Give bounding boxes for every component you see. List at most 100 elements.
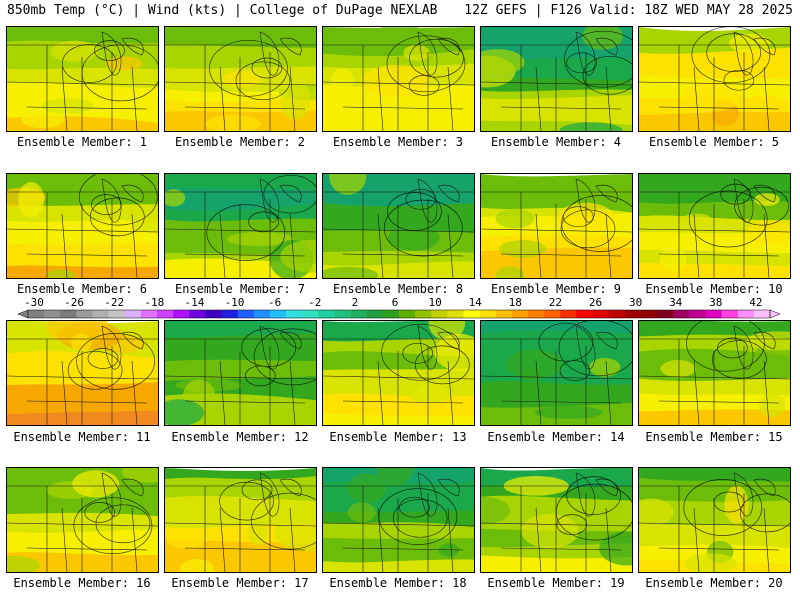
colorbar-tick-label: 30 bbox=[629, 296, 642, 309]
ensemble-map bbox=[481, 174, 632, 278]
colorbar-segment bbox=[60, 310, 77, 318]
colorbar-segment bbox=[350, 310, 368, 318]
colorbar-tick-label: 42 bbox=[749, 296, 762, 309]
ensemble-member-label: Ensemble Member: 5 bbox=[648, 135, 780, 149]
colorbar-segment bbox=[657, 310, 674, 318]
colorbar-tick-label: -18 bbox=[144, 296, 164, 309]
ensemble-panel bbox=[322, 320, 475, 426]
colorbar-segment bbox=[334, 310, 351, 318]
colorbar-tick-label: -6 bbox=[268, 296, 281, 309]
colorbar-tick-label: 14 bbox=[469, 296, 483, 309]
colorbar-segment bbox=[189, 310, 206, 318]
ensemble-member-label: Ensemble Member: 3 bbox=[332, 135, 464, 149]
colorbar-tick-label: 6 bbox=[392, 296, 399, 309]
colorbar-segment bbox=[576, 310, 593, 318]
ensemble-member-label: Ensemble Member: 2 bbox=[174, 135, 306, 149]
colorbar-segment bbox=[124, 310, 142, 318]
ensemble-member-label: Ensemble Member: 12 bbox=[171, 430, 309, 444]
colorbar-segment bbox=[737, 310, 755, 318]
colorbar-segment bbox=[624, 310, 642, 318]
colorbar-tick-label: -2 bbox=[308, 296, 321, 309]
colorbar-segment bbox=[205, 310, 222, 318]
ensemble-panel bbox=[6, 173, 159, 279]
ensemble-panel bbox=[638, 26, 791, 132]
colorbar-segment bbox=[479, 310, 497, 318]
ensemble-map bbox=[639, 174, 790, 278]
colorbar-segment bbox=[76, 310, 93, 318]
ensemble-map bbox=[639, 321, 790, 425]
ensemble-map bbox=[323, 174, 474, 278]
ensemble-panel bbox=[322, 26, 475, 132]
ensemble-map bbox=[7, 321, 158, 425]
colorbar-tick-label: 38 bbox=[709, 296, 722, 309]
colorbar-segment bbox=[431, 310, 448, 318]
ensemble-panel bbox=[480, 467, 633, 573]
ensemble-map bbox=[639, 468, 790, 572]
ensemble-map bbox=[165, 468, 316, 572]
ensemble-map bbox=[323, 468, 474, 572]
ensemble-panel bbox=[6, 26, 159, 132]
ensemble-map bbox=[7, 174, 158, 278]
colorbar-segment bbox=[511, 310, 529, 318]
ensemble-map bbox=[7, 27, 158, 131]
ensemble-map bbox=[165, 174, 316, 278]
colorbar-tick-label: 10 bbox=[428, 296, 441, 309]
ensemble-panel bbox=[638, 173, 791, 279]
colorbar-segment bbox=[495, 310, 513, 318]
ensemble-member-label: Ensemble Member: 17 bbox=[171, 576, 309, 590]
colorbar-tick-label: 34 bbox=[669, 296, 683, 309]
colorbar-segment bbox=[415, 310, 432, 318]
ensemble-member-label: Ensemble Member: 16 bbox=[13, 576, 151, 590]
ensemble-member-label: Ensemble Member: 11 bbox=[13, 430, 151, 444]
colorbar-segment bbox=[608, 310, 626, 318]
ensemble-member-label: Ensemble Member: 18 bbox=[329, 576, 467, 590]
colorbar-max-arrow bbox=[769, 309, 781, 319]
ensemble-panel bbox=[638, 467, 791, 573]
colorbar-segment bbox=[399, 310, 416, 318]
colorbar-tick-label: -10 bbox=[225, 296, 245, 309]
ensemble-map bbox=[323, 27, 474, 131]
ensemble-panel bbox=[480, 320, 633, 426]
colorbar-segment bbox=[753, 310, 771, 318]
ensemble-member-label: Ensemble Member: 8 bbox=[332, 282, 464, 296]
ensemble-panel bbox=[164, 467, 317, 573]
colorbar-segment bbox=[640, 310, 658, 318]
colorbar-tick-label: -22 bbox=[104, 296, 124, 309]
ensemble-map bbox=[323, 321, 474, 425]
ensemble-map bbox=[481, 27, 632, 131]
temperature-colorbar: -30 -26 -22 -18 -14 -10 -6 -2 2 6 10 14 18 22 26 30 34 38… bbox=[17, 296, 781, 319]
colorbar-segment bbox=[366, 310, 384, 318]
ensemble-member-label: Ensemble Member: 20 bbox=[645, 576, 783, 590]
ensemble-panel bbox=[322, 173, 475, 279]
colorbar-segment bbox=[544, 310, 561, 318]
ensemble-member-label: Ensemble Member: 6 bbox=[16, 282, 148, 296]
ensemble-member-label: Ensemble Member: 13 bbox=[329, 430, 467, 444]
colorbar-segment bbox=[269, 310, 287, 318]
ensemble-panel bbox=[6, 320, 159, 426]
ensemble-panel bbox=[164, 173, 317, 279]
colorbar-segment bbox=[44, 310, 61, 318]
header-right-title: 12Z GEFS | F126 Valid: 18Z WED MAY 28 20… bbox=[464, 3, 793, 18]
colorbar-segment bbox=[221, 310, 238, 318]
colorbar-segment bbox=[237, 310, 255, 318]
colorbar-segment bbox=[673, 310, 690, 318]
ensemble-member-label: Ensemble Member: 4 bbox=[490, 135, 622, 149]
colorbar-segment bbox=[560, 310, 577, 318]
colorbar-tick-label: 22 bbox=[549, 296, 562, 309]
ensemble-member-label: Ensemble Member: 15 bbox=[645, 430, 783, 444]
ensemble-member-label: Ensemble Member: 19 bbox=[487, 576, 625, 590]
colorbar-tick-label: 2 bbox=[352, 296, 359, 309]
colorbar-tick-label: 18 bbox=[509, 296, 522, 309]
colorbar-segment bbox=[157, 310, 174, 318]
ensemble-panel bbox=[322, 467, 475, 573]
ensemble-member-label: Ensemble Member: 10 bbox=[645, 282, 783, 296]
ensemble-map bbox=[481, 468, 632, 572]
colorbar-segment bbox=[173, 310, 190, 318]
header-left-title: 850mb Temp (°C) | Wind (kts) | College o… bbox=[7, 3, 438, 18]
colorbar-tick-label: -26 bbox=[64, 296, 84, 309]
ensemble-panel bbox=[6, 467, 159, 573]
ensemble-member-label: Ensemble Member: 7 bbox=[174, 282, 306, 296]
colorbar-segment bbox=[253, 310, 271, 318]
colorbar-segment bbox=[705, 310, 722, 318]
ensemble-panel bbox=[480, 26, 633, 132]
